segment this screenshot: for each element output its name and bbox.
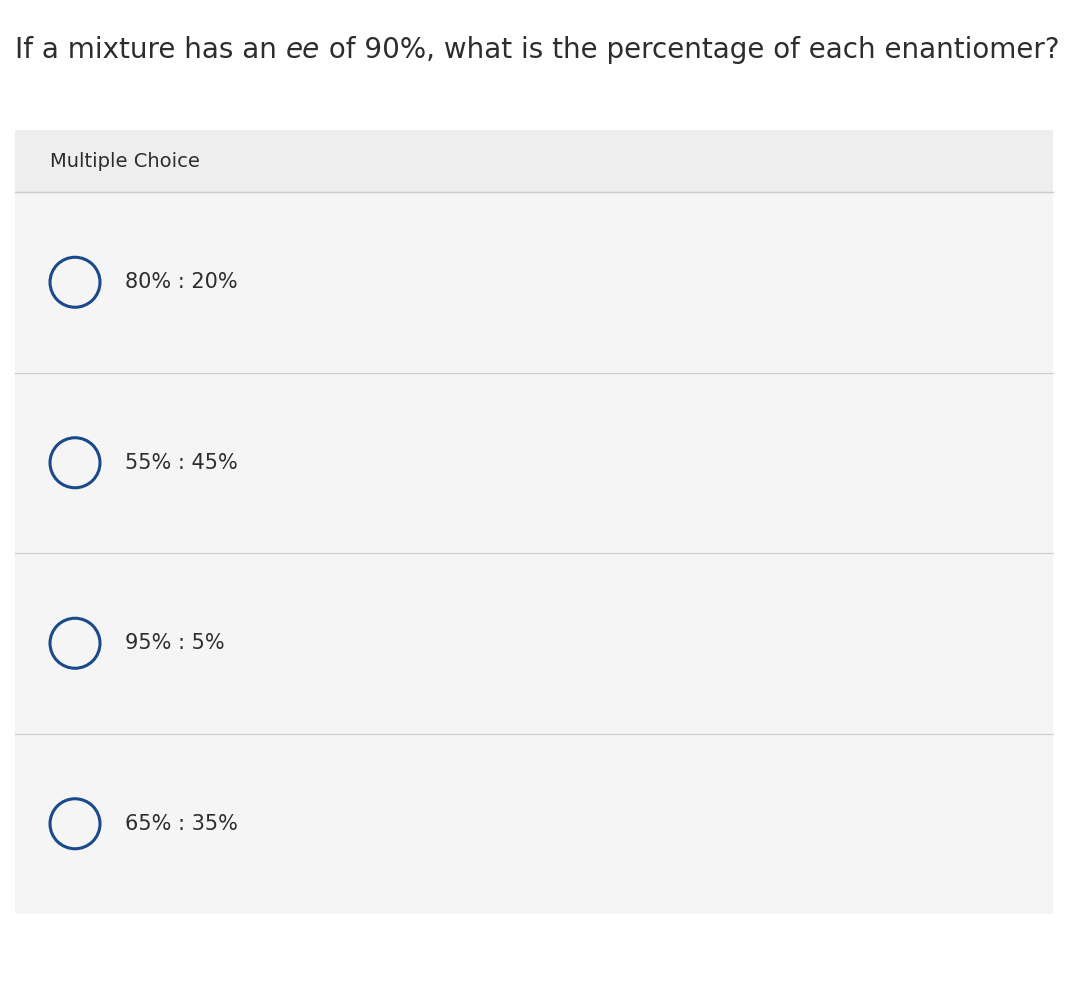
Text: of 90%, what is the percentage of each enantiomer?: of 90%, what is the percentage of each e… [320,36,1059,64]
FancyBboxPatch shape [15,733,1053,914]
Text: 95% : 5%: 95% : 5% [125,634,224,653]
Text: If a mixture has an: If a mixture has an [15,36,286,64]
FancyBboxPatch shape [15,192,1053,373]
Text: ee: ee [286,36,320,64]
Text: 65% : 35%: 65% : 35% [125,814,238,833]
FancyBboxPatch shape [15,373,1053,553]
Text: 55% : 45%: 55% : 45% [125,453,238,472]
FancyBboxPatch shape [15,553,1053,733]
FancyBboxPatch shape [15,130,1053,914]
Text: Multiple Choice: Multiple Choice [50,152,200,170]
Text: 80% : 20%: 80% : 20% [125,273,237,292]
